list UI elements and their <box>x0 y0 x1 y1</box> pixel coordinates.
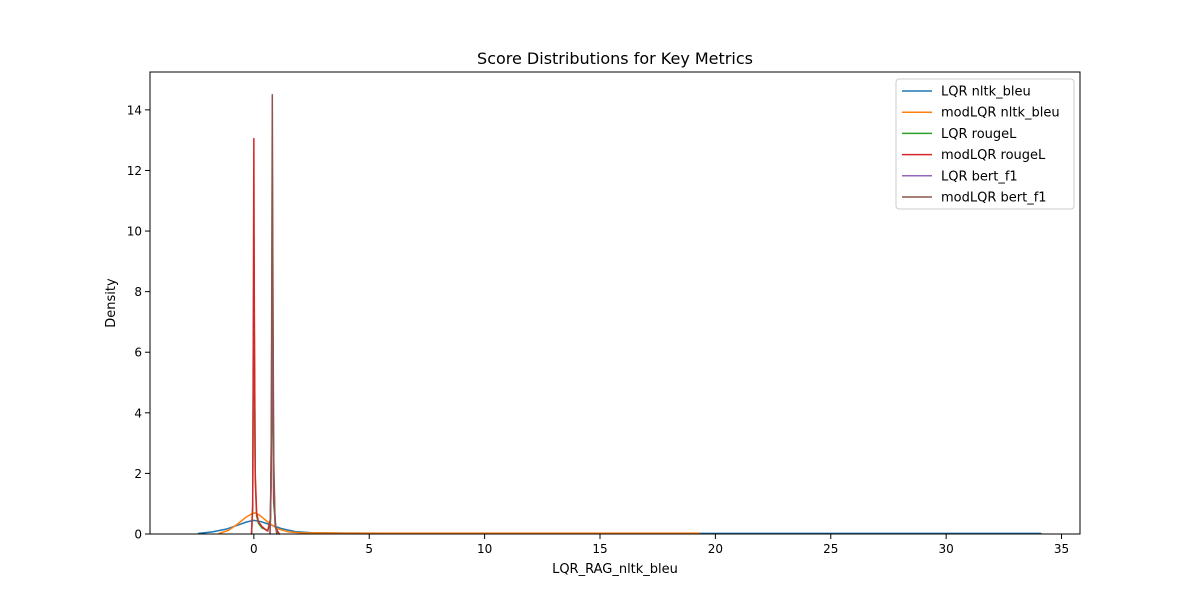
y-tick-label: 6 <box>134 346 142 360</box>
x-tick-label: 10 <box>477 542 492 556</box>
legend-label: modLQR rougeL <box>941 148 1046 163</box>
series-line-1 <box>218 512 700 535</box>
x-tick-label: 25 <box>823 542 838 556</box>
y-tick-label: 12 <box>127 164 142 178</box>
x-tick-label: 0 <box>250 542 258 556</box>
legend-box <box>895 78 1075 210</box>
plot-lines <box>197 93 1042 535</box>
chart-title: Score Distributions for Key Metrics <box>477 49 753 68</box>
x-axis-label: LQR_RAG_nltk_bleu <box>552 562 678 577</box>
legend-label: modLQR nltk_bleu <box>941 106 1060 121</box>
x-tick-label: 15 <box>592 542 607 556</box>
y-tick-label: 0 <box>134 528 142 542</box>
x-tick-label: 20 <box>708 542 723 556</box>
y-tick-label: 10 <box>127 225 142 239</box>
series-line-5 <box>269 93 278 535</box>
x-axis: 0 5 10 15 20 25 30 35 <box>250 534 1069 556</box>
legend-label: LQR rougeL <box>941 127 1017 142</box>
legend-label: LQR bert_f1 <box>941 169 1018 184</box>
y-tick-label: 2 <box>134 467 142 481</box>
legend-label: LQR nltk_bleu <box>941 85 1031 100</box>
y-axis-label: Density <box>104 278 119 328</box>
legend: LQR nltk_bleu modLQR nltk_bleu LQR rougeL m… <box>895 78 1075 210</box>
y-tick-label: 4 <box>134 406 142 420</box>
plot-frame <box>149 71 1081 535</box>
x-tick-label: 30 <box>939 542 954 556</box>
legend-label: modLQR bert_f1 <box>941 191 1047 206</box>
y-tick-label: 14 <box>127 103 142 117</box>
y-axis: 0 2 4 6 8 10 12 14 <box>127 103 150 542</box>
x-tick-label: 5 <box>365 542 373 556</box>
x-tick-label: 35 <box>1054 542 1069 556</box>
y-tick-label: 8 <box>134 285 142 299</box>
